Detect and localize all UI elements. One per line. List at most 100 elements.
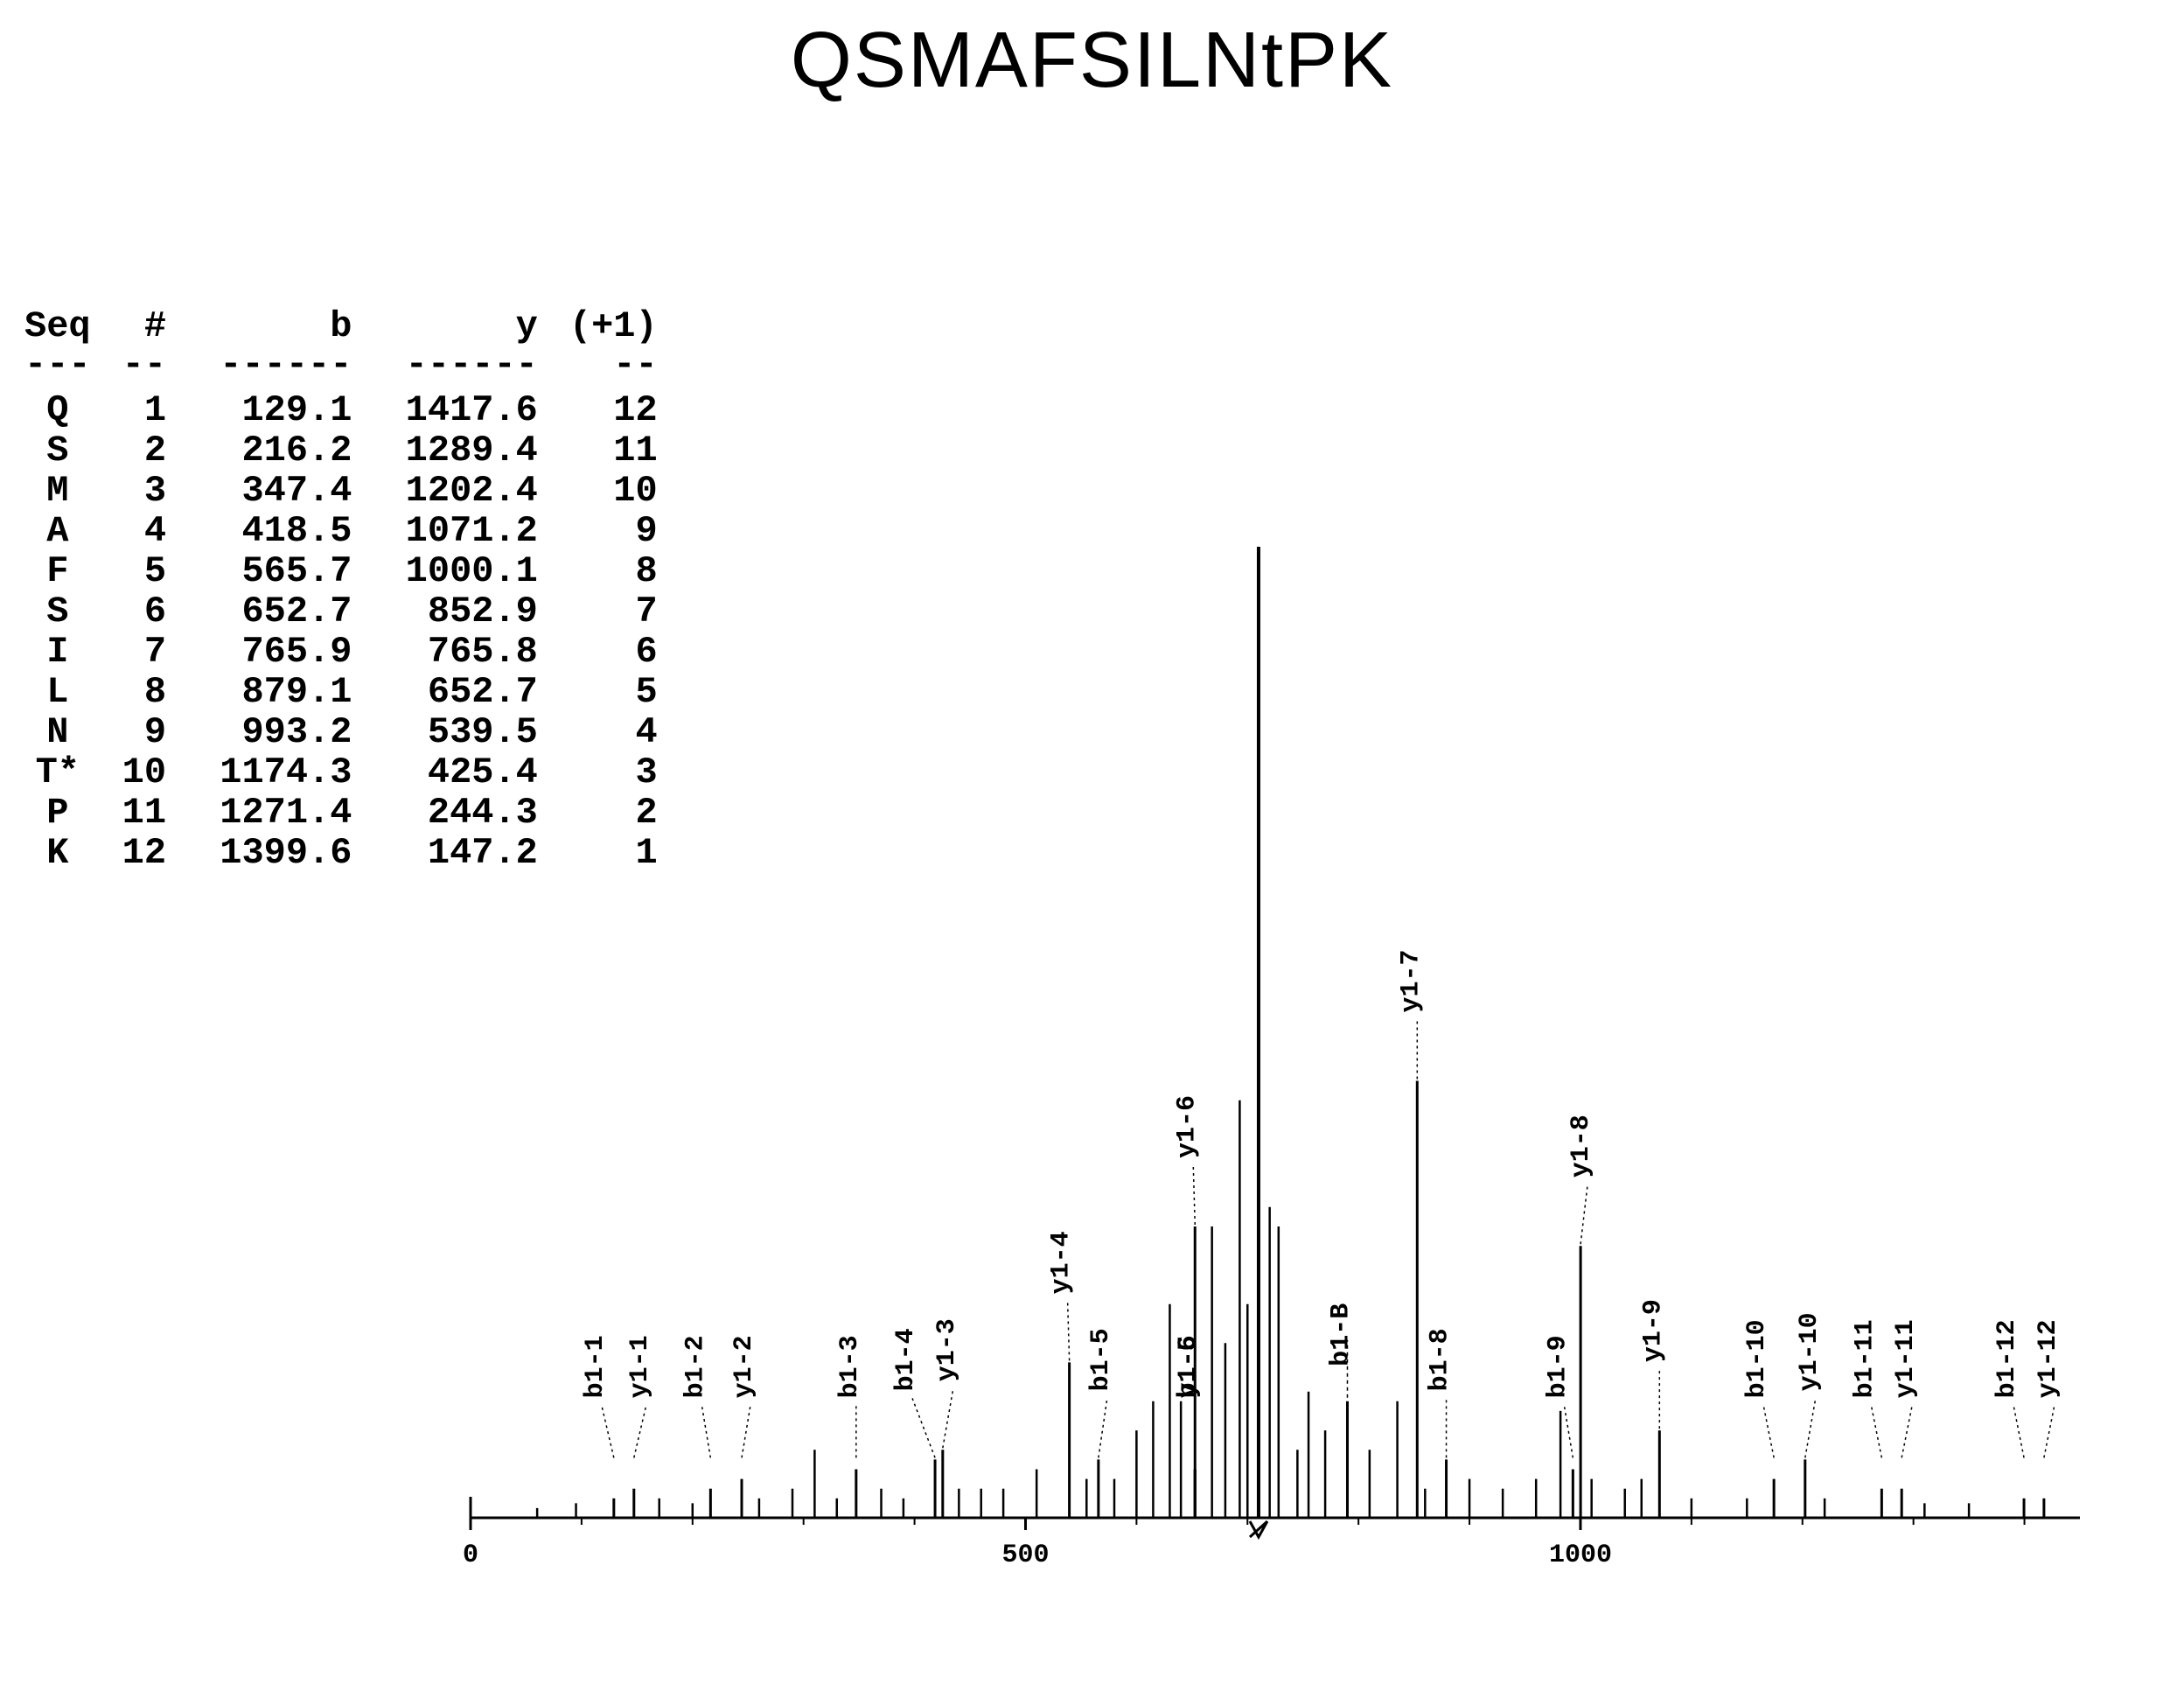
peak-leader: [1580, 1184, 1587, 1244]
peak-leader: [1193, 1165, 1195, 1225]
cell-b: 1271.4: [182, 793, 367, 833]
cell-b: 1174.3: [182, 752, 367, 793]
peak-label: b1-10: [1742, 1319, 1772, 1398]
cell-y: 1417.6: [367, 390, 553, 430]
table-dash-row: --- -- ------ ------ --: [9, 346, 673, 390]
peak-label: y1-2: [729, 1335, 759, 1398]
peak-leader: [912, 1398, 935, 1457]
cell-num: 7: [107, 632, 182, 672]
peak-leader: [1763, 1405, 1774, 1457]
cell-p1: 12: [554, 390, 673, 430]
peak-leader: [1564, 1405, 1573, 1457]
cell-num: 10: [107, 752, 182, 793]
cell-b: 129.1: [182, 390, 367, 430]
peak-label: b1-11: [1850, 1319, 1880, 1398]
cell-p1: 11: [554, 430, 673, 471]
cell-b: 565.7: [182, 551, 367, 591]
precursor-mark-icon: [1250, 1521, 1267, 1537]
cell-p1: 10: [554, 471, 673, 511]
cell-num: 12: [107, 833, 182, 873]
table-row: S2216.21289.411: [9, 430, 673, 471]
peak-leader: [1068, 1301, 1070, 1360]
peak-leader: [1099, 1398, 1107, 1457]
peak-label: y1-11: [1891, 1319, 1921, 1398]
peak-label: b1-6: [1174, 1335, 1204, 1398]
peak-leader: [634, 1405, 646, 1457]
peak-label: y1-8: [1566, 1115, 1596, 1177]
cell-seq: K: [9, 833, 107, 873]
cell-y: 1202.4: [367, 471, 553, 511]
cell-num: 6: [107, 591, 182, 632]
spectrum-svg: 0 500 1000 b1-B b1-1 y1-1 b1-2 y1-2 b1-3 b1-4 y1-3…: [436, 529, 2115, 1579]
table-row: M3347.41202.410: [9, 471, 673, 511]
cell-b: 652.7: [182, 591, 367, 632]
cell-num: 3: [107, 471, 182, 511]
table-header-row: Seq # b y (+1): [9, 306, 673, 346]
peak-label: y1-10: [1795, 1312, 1825, 1391]
cell-seq: I: [9, 632, 107, 672]
col-b: b: [182, 306, 367, 346]
cell-seq: N: [9, 712, 107, 752]
cell-num: 11: [107, 793, 182, 833]
cell-y: 1289.4: [367, 430, 553, 471]
cell-b: 1399.6: [182, 833, 367, 873]
x-tick-label: 0: [463, 1541, 478, 1570]
col-seq: Seq: [9, 306, 107, 346]
peak-label: b1-B: [1326, 1303, 1356, 1366]
peak-label: y1-12: [2034, 1319, 2063, 1398]
peak-label: y1-4: [1047, 1231, 1077, 1294]
cell-seq: P: [9, 793, 107, 833]
cell-seq: A: [9, 511, 107, 551]
peak-label: b1-1: [581, 1335, 611, 1398]
peak-label: y1-7: [1396, 949, 1426, 1012]
peak-leader: [1871, 1405, 1881, 1457]
peak-leader: [602, 1405, 614, 1457]
col-num: #: [107, 306, 182, 346]
cell-num: 5: [107, 551, 182, 591]
cell-b: 765.9: [182, 632, 367, 672]
peak-label: y1-1: [625, 1335, 655, 1398]
table-row: Q1129.11417.612: [9, 390, 673, 430]
peak-label: b1-3: [835, 1335, 865, 1398]
col-y: y: [367, 306, 553, 346]
cell-seq: S: [9, 591, 107, 632]
figure-page: QSMAFSILNtPK Seq # b y (+1) --- -- -----…: [0, 0, 2184, 1691]
cell-seq: M: [9, 471, 107, 511]
peak-leader: [2044, 1405, 2055, 1457]
x-tick-label: 500: [1001, 1541, 1049, 1570]
cell-num: 8: [107, 672, 182, 712]
peak-label: b1-12: [1992, 1319, 2022, 1398]
cell-b: 879.1: [182, 672, 367, 712]
cell-b: 216.2: [182, 430, 367, 471]
col-p1: (+1): [554, 306, 673, 346]
cell-seq: F: [9, 551, 107, 591]
x-tick-label: 1000: [1549, 1541, 1612, 1570]
peak-label: y1-3: [932, 1318, 962, 1381]
cell-num: 2: [107, 430, 182, 471]
cell-b: 347.4: [182, 471, 367, 511]
peak-label: y1-6: [1172, 1095, 1202, 1158]
cell-b: 993.2: [182, 712, 367, 752]
peptide-title: QSMAFSILNtPK: [0, 16, 2184, 106]
cell-num: 4: [107, 511, 182, 551]
peak-label: y1-9: [1638, 1299, 1668, 1362]
cell-seq: Q: [9, 390, 107, 430]
peak-label: b1-5: [1086, 1328, 1116, 1391]
cell-num: 9: [107, 712, 182, 752]
peak-leader: [701, 1405, 710, 1457]
cell-seq: T*: [9, 752, 107, 793]
peak-label: b1-4: [891, 1328, 921, 1391]
peak-leader: [1805, 1398, 1816, 1457]
peak-label: b1-9: [1543, 1335, 1573, 1398]
cell-seq: S: [9, 430, 107, 471]
peak-label: b1-2: [680, 1335, 710, 1398]
peak-leader: [1901, 1405, 1912, 1457]
mass-spectrum: 0 500 1000 b1-B b1-1 y1-1 b1-2 y1-2 b1-3 b1-4 y1-3…: [436, 529, 2115, 1579]
cell-num: 1: [107, 390, 182, 430]
peak-leader: [2013, 1405, 2024, 1457]
peak-label: b1-8: [1426, 1328, 1455, 1391]
peak-leader: [742, 1405, 750, 1457]
cell-b: 418.5: [182, 511, 367, 551]
cell-seq: L: [9, 672, 107, 712]
peak-leader: [943, 1388, 953, 1448]
